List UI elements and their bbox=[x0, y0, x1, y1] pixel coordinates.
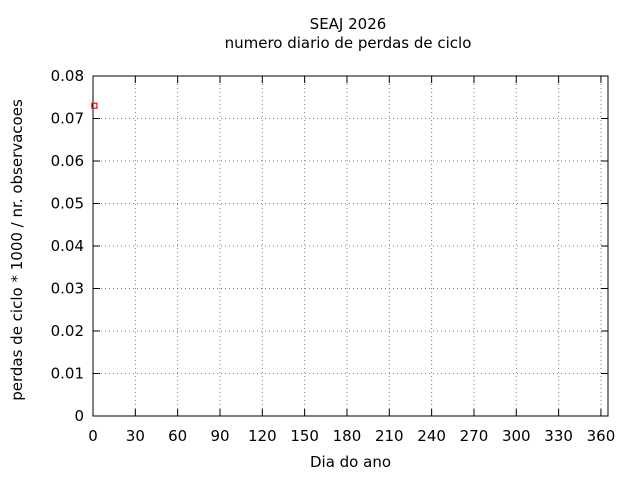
y-tick-label: 0.04 bbox=[51, 237, 84, 255]
y-tick-label: 0.07 bbox=[51, 110, 84, 128]
x-tick-label: 150 bbox=[290, 427, 319, 445]
plot-border bbox=[92, 75, 609, 417]
x-axis-label: Dia do ano bbox=[309, 453, 392, 471]
y-tick-label: 0.08 bbox=[51, 67, 84, 85]
x-tick-label: 90 bbox=[210, 427, 229, 445]
x-tick-label: 360 bbox=[587, 427, 616, 445]
x-tick-label: 240 bbox=[417, 427, 446, 445]
y-tick-label: 0.03 bbox=[51, 280, 84, 298]
x-tick-label: 300 bbox=[502, 427, 531, 445]
x-tick-label: 210 bbox=[375, 427, 404, 445]
x-tick-label: 270 bbox=[460, 427, 489, 445]
data-point-marker bbox=[91, 102, 98, 109]
y-tick-label: 0 bbox=[74, 407, 84, 425]
chart-title: SEAJ 2026 bbox=[309, 15, 387, 33]
x-tick-label: 180 bbox=[333, 427, 362, 445]
x-tick-label: 60 bbox=[168, 427, 187, 445]
y-tick-label: 0.05 bbox=[51, 195, 84, 213]
x-tick-label: 120 bbox=[248, 427, 277, 445]
x-tick-label: 330 bbox=[544, 427, 573, 445]
y-tick-label: 0.02 bbox=[51, 322, 84, 340]
x-tick-label: 30 bbox=[126, 427, 145, 445]
x-tick-label: 0 bbox=[88, 427, 98, 445]
y-tick-label: 0.06 bbox=[51, 152, 84, 170]
chart-subtitle: numero diario de perdas de ciclo bbox=[224, 34, 472, 52]
chart-title-block: SEAJ 2026 numero diario de perdas de cic… bbox=[88, 15, 608, 53]
y-tick-label: 0.01 bbox=[51, 365, 84, 383]
